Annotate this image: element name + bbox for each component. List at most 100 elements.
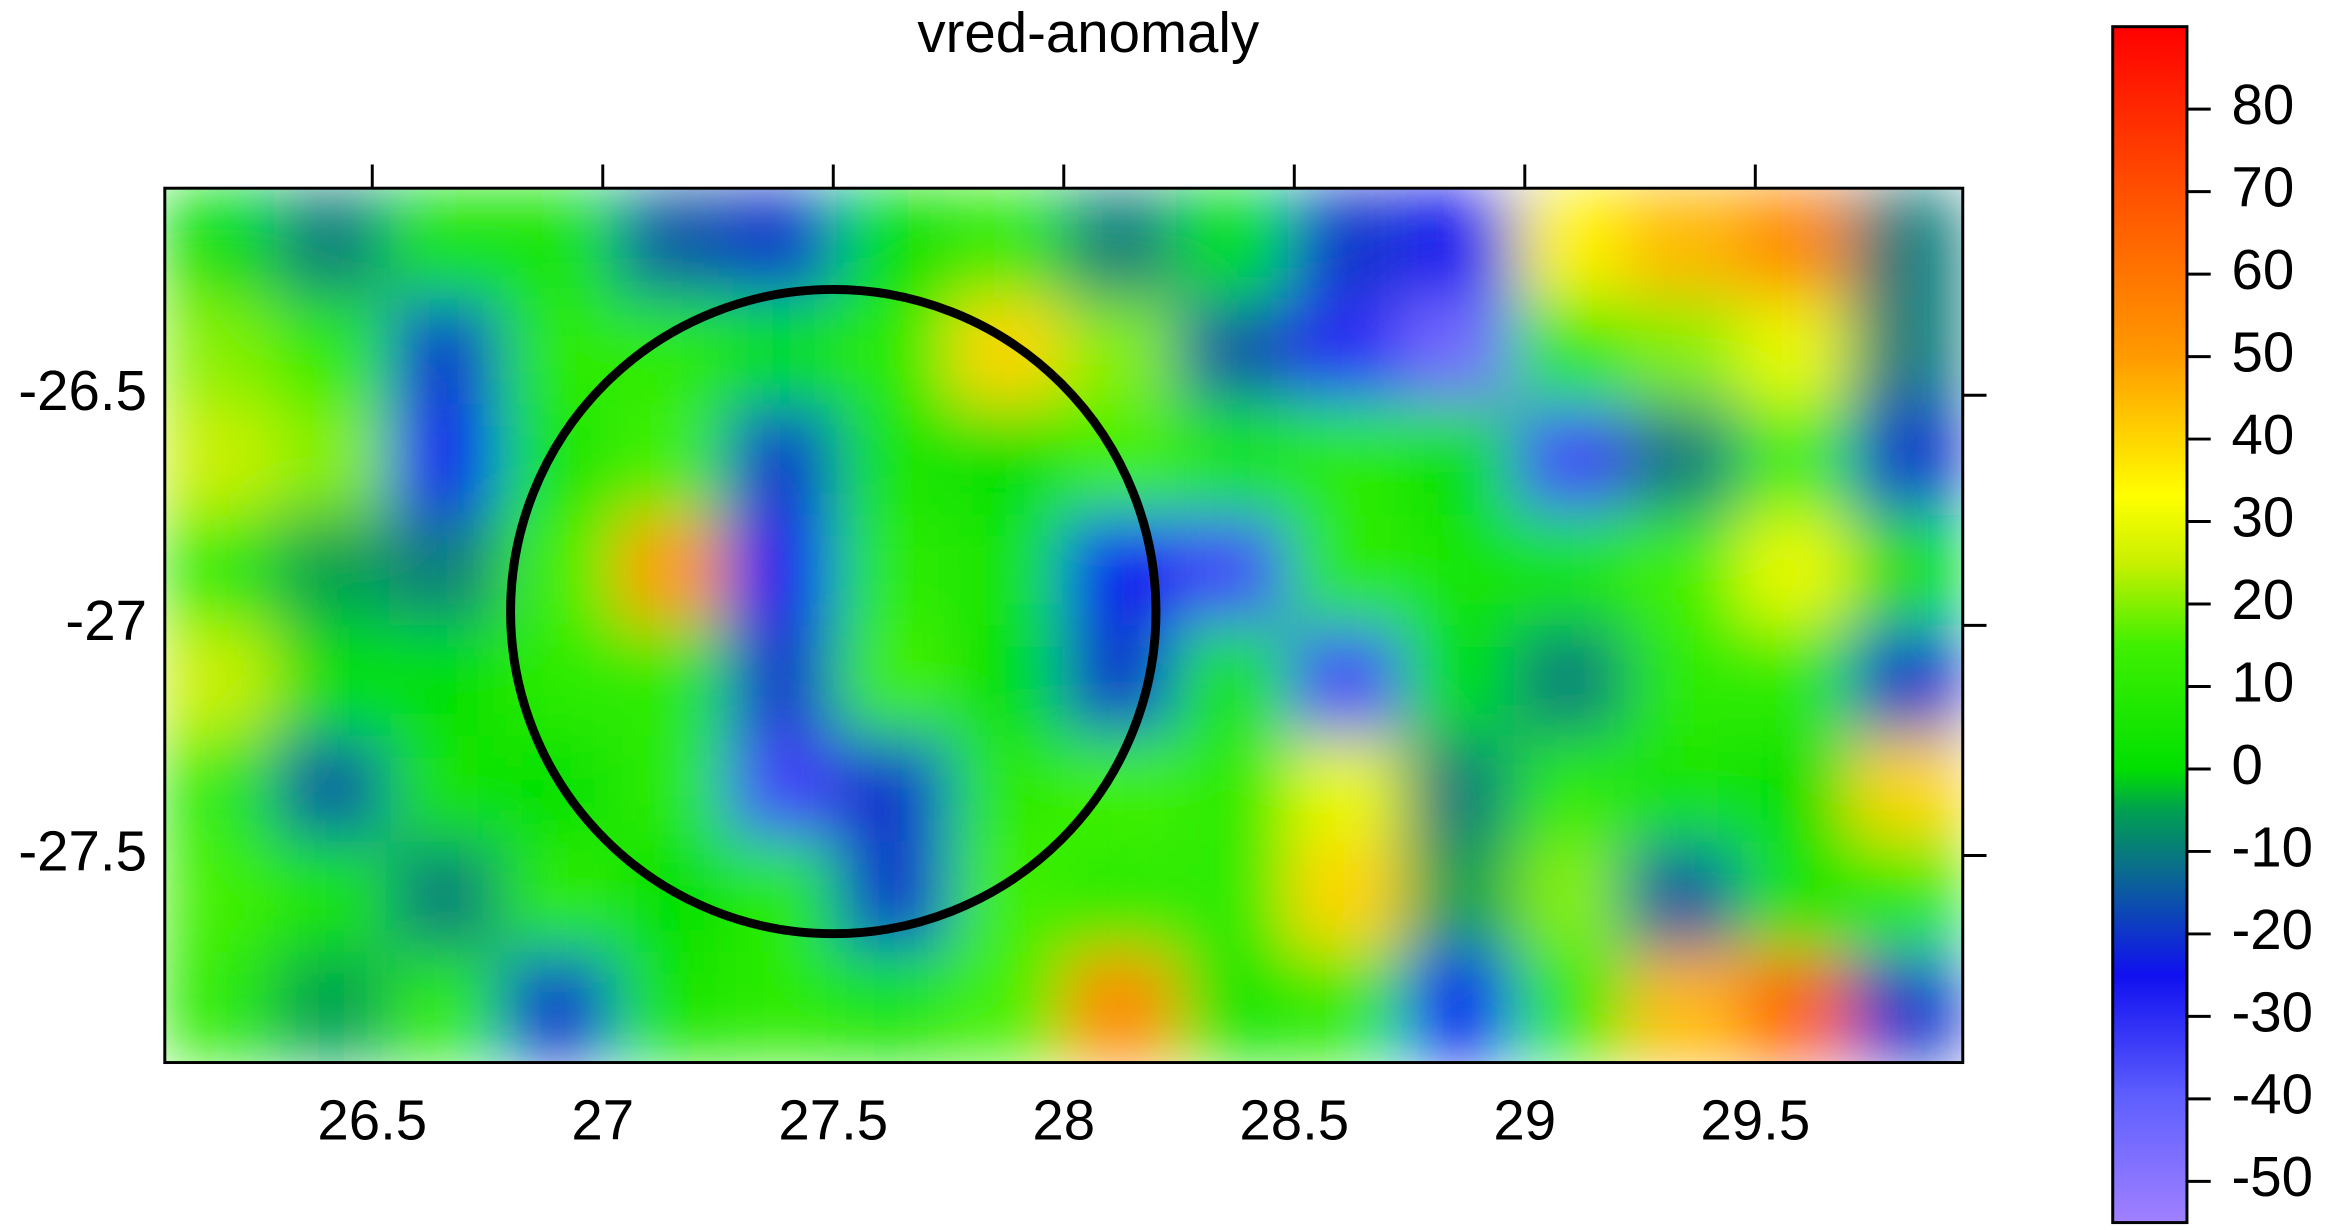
heatmap-cell [389,188,503,299]
heatmap-cell [1850,404,1963,516]
heatmap-cell [1403,625,1518,736]
heatmap-cell [836,404,951,516]
heatmap-cell [1850,735,1963,847]
heatmap-cell [614,951,729,1063]
heatmap-cell [1624,841,1739,953]
heatmap-cell [836,951,951,1063]
heatmap-cell [1288,951,1402,1063]
heatmap-cell [1739,404,1854,516]
heatmap-cell [1624,951,1739,1063]
heatmap-cell [499,188,614,299]
heatmap-cell [1177,298,1292,410]
heatmap-cell [1288,188,1402,299]
heatmap-cell [1739,298,1854,410]
heatmap-cell [273,951,388,1063]
heatmap-cell [614,514,729,626]
heatmap-cell [389,298,503,410]
heatmap-cell [725,188,840,299]
colorbar-tick-label: 40 [2231,403,2294,466]
y-tick-label: -27 [65,589,147,652]
heatmap-cell [1624,514,1739,626]
heatmap-cell [1513,298,1628,410]
heatmap-cell [1850,951,1963,1063]
heatmap-cell [725,625,840,736]
heatmap-cell [614,735,729,847]
colorbar-tick-label: 50 [2231,321,2294,384]
heatmap-cell [1850,514,1963,626]
colorbar-tick-label: -40 [2231,1063,2313,1126]
heatmap-cell [1403,735,1518,847]
heatmap-cell [1624,188,1739,299]
y-tick-label: -26.5 [18,359,147,422]
heatmap-cell [389,735,503,847]
heatmap-cell [1624,298,1739,410]
colorbar-tick-label: 30 [2231,485,2294,548]
heatmap-cell [1513,735,1628,847]
heatmap-cell [1403,298,1518,410]
y-tick-label: -27.5 [18,819,147,882]
heatmap-cell [951,625,1066,736]
heatmap-cell [273,404,388,516]
heatmap-cell [273,735,388,847]
heatmap-cell [389,951,503,1063]
heatmap-cell [1513,951,1628,1063]
heatmap-cell [164,404,278,516]
heatmap-cell [1177,404,1292,516]
heatmap-cell [389,841,503,953]
heatmap-cell [1288,841,1402,953]
heatmap-cell [1062,298,1177,410]
heatmap-cell [951,841,1066,953]
x-tick-label: 27 [571,1089,634,1152]
heatmap-cell [836,735,951,847]
heatmap-cell [1624,404,1739,516]
heatmap-cell [164,188,278,299]
x-tick-label: 28 [1032,1089,1095,1152]
heatmap-cell [836,514,951,626]
heatmap-cell [1288,404,1402,516]
heatmap-cell [1850,298,1963,410]
heatmap-cell [1739,951,1854,1063]
heatmap-cell [725,951,840,1063]
x-tick-label: 29 [1493,1089,1556,1152]
heatmap-cell [273,188,388,299]
x-tick-label: 26.5 [317,1089,427,1152]
heatmap-cell [389,514,503,626]
heatmap-cell [1513,514,1628,626]
x-tick-label: 28.5 [1239,1089,1349,1152]
heatmap-cell [725,735,840,847]
heatmap-cell [1288,514,1402,626]
heatmap-cell [499,404,614,516]
heatmap-cell [273,841,388,953]
heatmap-cell [725,298,840,410]
colorbar-tick-label: -50 [2231,1145,2313,1208]
heatmap-cell [273,625,388,736]
heatmap-cell [1403,404,1518,516]
x-tick-label: 27.5 [778,1089,888,1152]
heatmap-cell [836,298,951,410]
colorbar-tick-label: -30 [2231,980,2313,1043]
heatmap-cell [1403,841,1518,953]
heatmap-cell [951,514,1066,626]
heatmap-cell [614,404,729,516]
heatmap-cell [725,514,840,626]
heatmap-cell [1177,625,1292,736]
heatmap-cell [273,298,388,410]
heatmap-cell [1624,735,1739,847]
heatmap-cell [164,625,278,736]
heatmap-cell [614,625,729,736]
heatmap-cell [164,514,278,626]
heatmap-cell [1403,188,1518,299]
heatmap-cell [389,404,503,516]
heatmap-cell [836,625,951,736]
heatmap-cell [1403,951,1518,1063]
heatmap-cell [1850,188,1963,299]
heatmap-cell [1062,188,1177,299]
heatmap-cell [1513,625,1628,736]
colorbar [2111,25,2189,1225]
heatmap-cell [1288,625,1402,736]
chart-title: vred-anomaly [917,1,1260,64]
colorbar-tick-label: 20 [2231,568,2294,631]
heatmap-cell [1288,298,1402,410]
heatmap-cell [951,188,1066,299]
